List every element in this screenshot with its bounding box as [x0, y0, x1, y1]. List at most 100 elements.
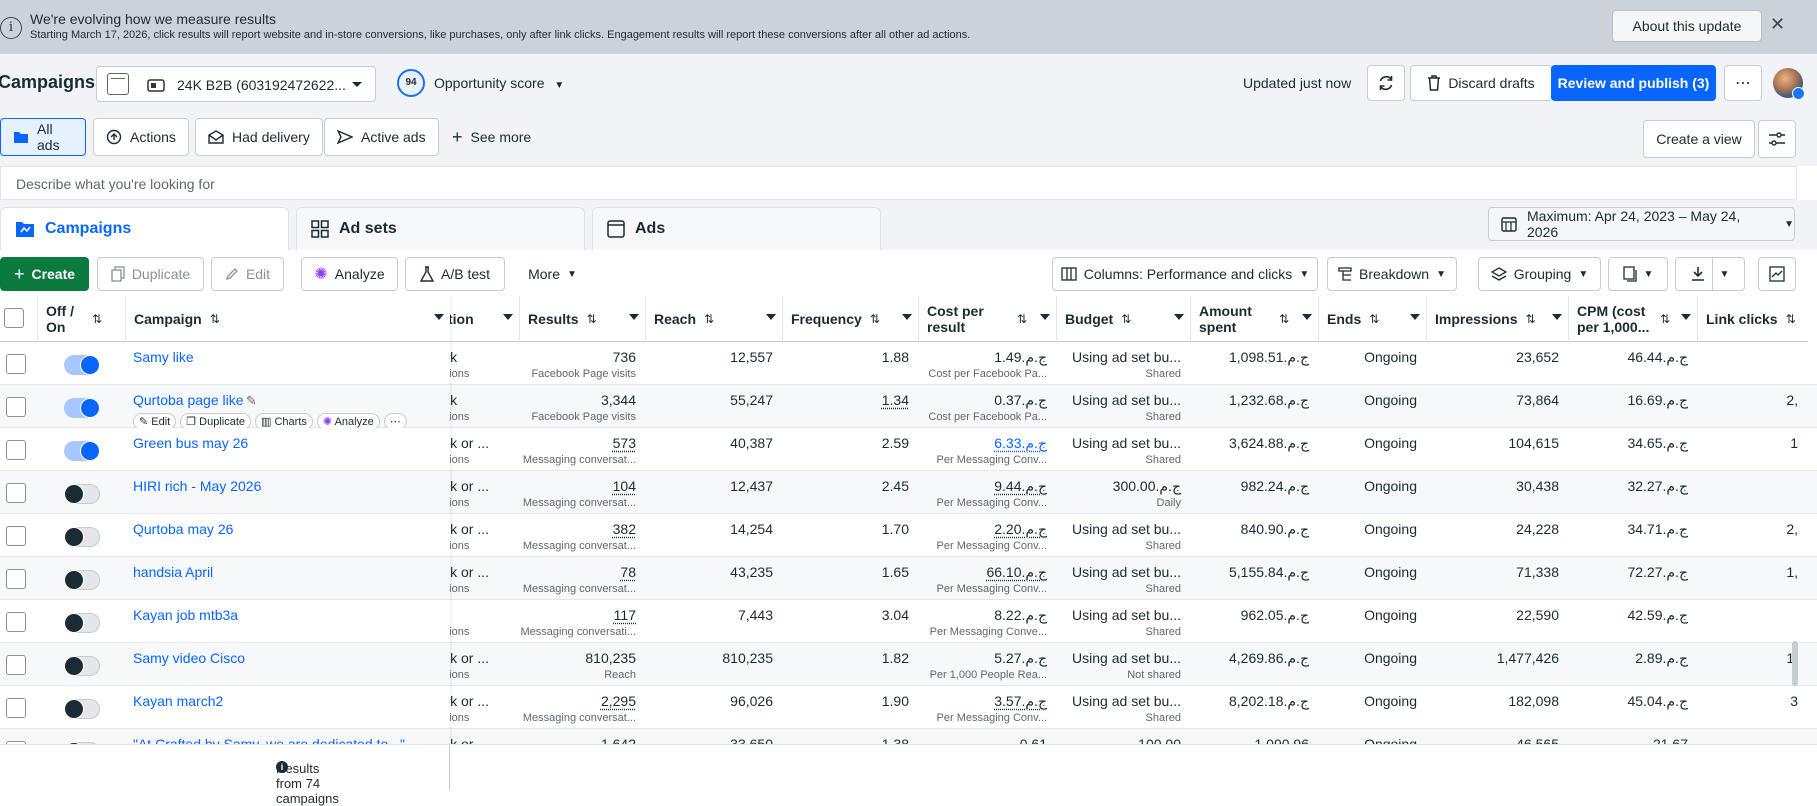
campaign-name-link[interactable]: "At Crafted by Samy, we are dedicated to…	[133, 736, 405, 744]
info-icon[interactable]: i	[276, 761, 288, 773]
delivery-toggle[interactable]	[64, 484, 100, 504]
row-checkbox[interactable]	[6, 698, 26, 718]
columns-label: Columns: Performance and clicks	[1083, 266, 1293, 282]
row-checkbox[interactable]	[6, 741, 26, 744]
campaign-name-link[interactable]: Samy video Cisco	[133, 650, 246, 666]
toggle-knob	[65, 657, 83, 675]
column-header-cpm[interactable]: CPM (cost per 1,000... ⇅	[1569, 296, 1698, 342]
breakdown-button[interactable]: Breakdown ▼	[1327, 257, 1457, 291]
table-row[interactable]: ick or ... 1,642 33,650 1.38 0.61 100.00 1,090…	[0, 729, 1817, 744]
discard-drafts-button[interactable]: Discard drafts	[1410, 65, 1552, 101]
column-header-frequency[interactable]: Frequency ⇅	[783, 296, 919, 342]
reports-button[interactable]: ▼	[1608, 257, 1668, 291]
column-header-reach[interactable]: Reach ⇅	[646, 296, 783, 342]
campaign-name-link[interactable]: Green bus may 26	[133, 435, 249, 451]
cell-results: 382 Messaging conversat...	[520, 514, 646, 557]
delivery-toggle[interactable]	[64, 570, 100, 590]
campaign-name-link[interactable]: Qurtoba page like	[133, 392, 244, 408]
edit-button[interactable]: Edit	[211, 257, 284, 291]
tab-campaigns[interactable]: Campaigns	[0, 207, 289, 250]
column-header-amount-spent[interactable]: Amount spent ⇅	[1191, 296, 1319, 342]
pencil-icon[interactable]: ✎	[246, 393, 257, 408]
cell-value: ick or ...	[440, 435, 490, 451]
column-header-attribution[interactable]: tion	[440, 296, 520, 342]
export-button[interactable]: ▼	[1675, 257, 1745, 291]
more-button[interactable]: More ▼	[515, 257, 590, 291]
filter-active-ads[interactable]: Active ads	[324, 118, 439, 156]
tab-ads[interactable]: Ads	[592, 207, 881, 250]
about-update-button[interactable]: About this update	[1612, 10, 1762, 42]
delivery-toggle[interactable]	[64, 742, 100, 744]
row-checkbox[interactable]	[6, 612, 26, 632]
column-header-impressions[interactable]: Impressions ⇅	[1427, 296, 1569, 342]
refresh-button[interactable]	[1367, 65, 1405, 101]
row-checkbox[interactable]	[6, 440, 26, 460]
column-header-ends[interactable]: Ends ⇅	[1319, 296, 1427, 342]
row-checkbox[interactable]	[6, 526, 26, 546]
tab-adsets[interactable]: Ad sets	[296, 207, 585, 250]
columns-button[interactable]: Columns: Performance and clicks ▼	[1052, 257, 1318, 291]
delivery-toggle[interactable]	[64, 527, 100, 547]
row-checkbox[interactable]	[6, 655, 26, 675]
campaign-name-link[interactable]: HIRI rich - May 2026	[133, 478, 262, 494]
create-button[interactable]: + Create	[0, 257, 89, 291]
filter-actions[interactable]: Actions	[93, 118, 189, 156]
delivery-toggle[interactable]	[64, 613, 100, 633]
plus-icon: +	[13, 263, 25, 284]
row-charts-button[interactable]: ▥ Charts	[255, 413, 313, 430]
cell-value: ick or ...	[440, 693, 490, 709]
cell-freq: 1.34	[783, 385, 919, 428]
create-view-button[interactable]: Create a view	[1643, 120, 1755, 158]
account-selector[interactable]: 24K B2B (603192472622...	[96, 66, 376, 102]
close-icon[interactable]: ✕	[1770, 14, 1786, 34]
cell-value: 42.59.ج.م	[1627, 607, 1688, 623]
row-checkbox[interactable]	[6, 354, 26, 374]
row-analyze-button[interactable]: ✺ Analyze	[316, 413, 380, 430]
delivery-toggle[interactable]	[64, 441, 100, 461]
select-all-checkbox[interactable]	[4, 308, 24, 328]
chevron-down-icon: ▼	[567, 268, 577, 280]
column-header-link-clicks[interactable]: Link clicks ⇅	[1698, 296, 1808, 342]
campaign-name-link[interactable]: Kayan job mtb3a	[133, 607, 239, 623]
opportunity-score-badge[interactable]: 94	[397, 69, 425, 97]
column-header-label: Ends	[1327, 310, 1362, 327]
row-checkbox[interactable]	[6, 569, 26, 589]
select-all-header[interactable]	[0, 296, 38, 342]
cell-freq: 2.59	[783, 428, 919, 471]
review-publish-button[interactable]: Review and publish (3)	[1551, 65, 1716, 101]
analyze-button[interactable]: ✺ Analyze	[301, 257, 398, 291]
filter-all-ads[interactable]: All ads	[0, 118, 86, 156]
settings-sliders-icon[interactable]	[1758, 120, 1796, 158]
row-checkbox[interactable]	[6, 483, 26, 503]
row-checkbox[interactable]	[6, 397, 26, 417]
grouping-button[interactable]: Grouping ▼	[1478, 257, 1601, 291]
avatar[interactable]	[1773, 68, 1805, 100]
cell-value: 34.71.ج.م	[1627, 521, 1688, 537]
sort-icon: ⇅	[1660, 311, 1671, 326]
delivery-toggle[interactable]	[64, 398, 100, 418]
campaign-name-link[interactable]: Qurtoba may 26	[133, 521, 234, 537]
column-header-cost-per-result[interactable]: Cost per result ⇅	[919, 296, 1057, 342]
vertical-scrollbar[interactable]	[1792, 641, 1798, 686]
filter-had-delivery[interactable]: Had delivery	[195, 118, 323, 156]
opportunity-score-button[interactable]: Opportunity score ▼	[434, 75, 564, 91]
more-options-icon[interactable]: ⋯	[1724, 65, 1762, 101]
column-header-results[interactable]: Results ⇅	[520, 296, 646, 342]
column-header-off-on[interactable]: Off / On ⇅	[38, 296, 126, 342]
charts-toggle-icon[interactable]	[1758, 257, 1796, 291]
campaign-name-link[interactable]: Kayan march2	[133, 693, 224, 709]
column-header-budget[interactable]: Budget ⇅	[1057, 296, 1191, 342]
see-more-button[interactable]: + See more	[440, 118, 543, 156]
column-header-campaign[interactable]: Campaign ⇅	[126, 296, 450, 342]
search-input[interactable]: Describe what you're looking for	[0, 166, 1797, 200]
date-range-picker[interactable]: Maximum: Apr 24, 2023 – May 24, 2026 ▼	[1488, 207, 1795, 241]
cell-value: 7,443	[737, 607, 773, 623]
delivery-toggle[interactable]	[64, 656, 100, 676]
row-edit-button[interactable]: ✎ Edit	[133, 413, 177, 430]
campaign-name-link[interactable]: Samy like	[133, 349, 194, 365]
campaign-name-link[interactable]: handsia April	[133, 564, 214, 580]
delivery-toggle[interactable]	[64, 355, 100, 375]
duplicate-button[interactable]: Duplicate	[97, 257, 204, 291]
delivery-toggle[interactable]	[64, 699, 100, 719]
ab-test-button[interactable]: A/B test	[405, 257, 505, 291]
